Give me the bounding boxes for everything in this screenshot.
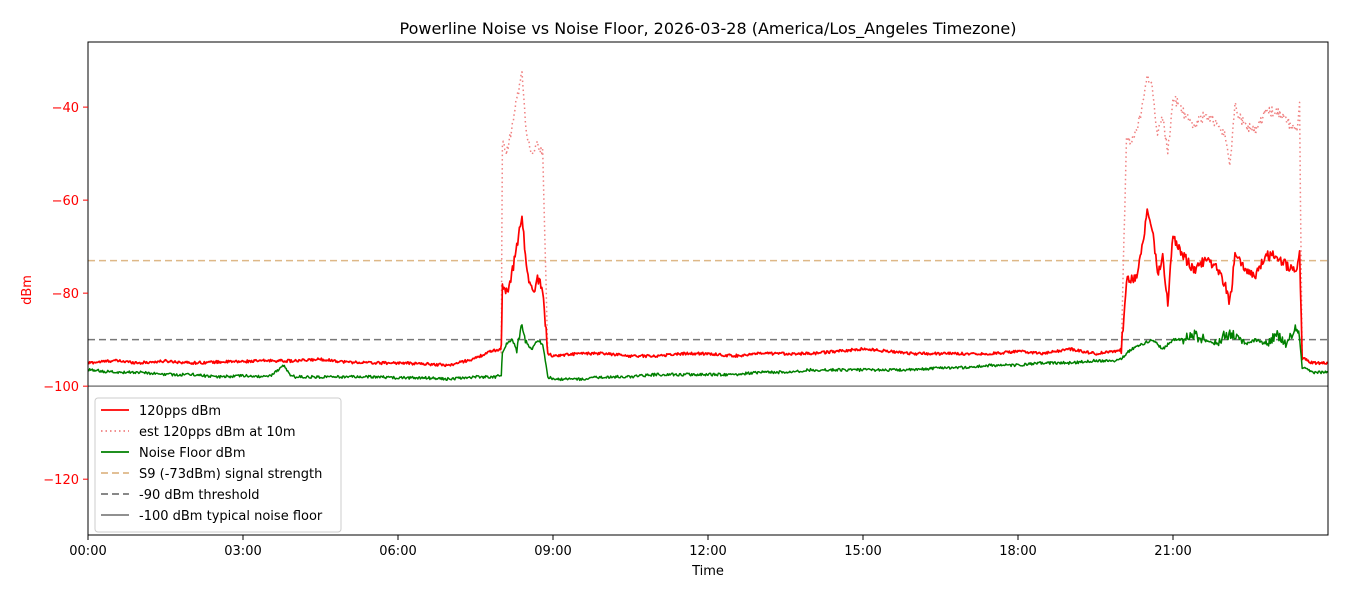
x-axis: 00:00 03:00 06:00 09:00 12:00 15:00 18:00 21:00 — [69, 535, 1192, 559]
legend-label-0: 120pps dBm — [139, 404, 221, 419]
x-tick-label-0: 00:00 — [69, 544, 106, 559]
legend-label-3: S9 (-73dBm) signal strength — [139, 467, 322, 482]
x-tick-label-5: 15:00 — [844, 544, 881, 559]
x-tick-label-7: 21:00 — [1154, 544, 1191, 559]
x-tick-label-1: 03:00 — [224, 544, 261, 559]
x-tick-label-2: 06:00 — [379, 544, 416, 559]
x-tick-label-4: 12:00 — [689, 544, 726, 559]
y-tick-label-2: −80 — [52, 287, 79, 302]
x-tick-label-6: 18:00 — [999, 544, 1036, 559]
legend-label-1: est 120pps dBm at 10m — [139, 425, 296, 440]
legend-label-2: Noise Floor dBm — [139, 446, 246, 461]
series-line-0 — [88, 208, 1328, 368]
y-tick-label-4: −120 — [43, 473, 79, 488]
x-axis-label: Time — [691, 564, 724, 579]
y-axis-label: dBm — [20, 275, 35, 305]
y-axis: −40 −60 −80 −100 −120 — [43, 101, 88, 488]
legend-label-5: -100 dBm typical noise floor — [139, 509, 323, 524]
legend-box — [94, 397, 342, 533]
series-line-2 — [88, 324, 1328, 382]
y-tick-label-3: −100 — [43, 380, 79, 395]
chart-title: Powerline Noise vs Noise Floor, 2026-03-… — [400, 19, 1017, 39]
x-tick-label-3: 09:00 — [534, 544, 571, 559]
series-line-1 — [88, 71, 1328, 366]
y-tick-label-0: −40 — [52, 101, 79, 116]
legend: 120pps dBm est 120pps dBm at 10m Noise Flo… — [94, 397, 342, 533]
legend-label-4: -90 dBm threshold — [139, 488, 260, 503]
y-tick-label-1: −60 — [52, 194, 79, 209]
